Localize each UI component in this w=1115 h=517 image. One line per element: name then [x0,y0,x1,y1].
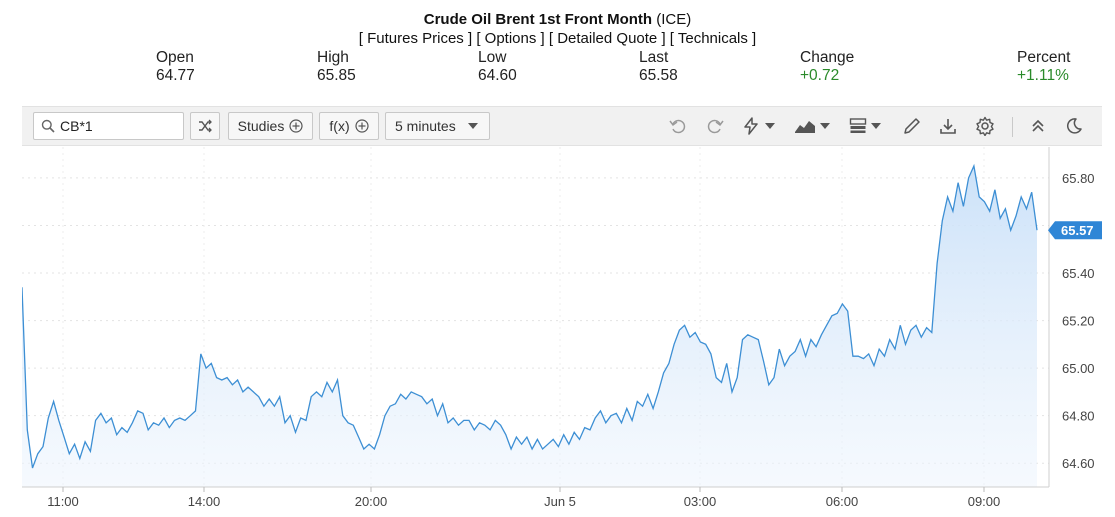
studies-button[interactable]: Studies [228,112,313,140]
x-tick-label: Jun 5 [544,494,576,509]
undo-icon [669,119,686,134]
x-tick-label: 06:00 [826,494,859,509]
stat-open-value: 64.77 [156,67,195,84]
draw-button[interactable] [902,115,922,137]
stat-last-label: Last [639,49,669,66]
redo-button[interactable] [705,115,725,137]
collapse-button[interactable] [1029,115,1047,137]
last-price-badge [1048,221,1102,240]
interval-select[interactable]: 5 minutes [385,112,490,140]
fx-button[interactable]: f(x) [319,112,379,140]
stat-high-label: High [317,49,349,66]
page-title-exchange: (ICE) [652,11,692,28]
stat-low-label: Low [478,49,507,66]
x-tick-label: 09:00 [968,494,1001,509]
stat-low-value: 64.60 [478,67,517,84]
link-technicals[interactable]: [ Technicals ] [669,30,757,47]
add-circle-icon [355,119,369,133]
quote-links: [ Futures Prices ] [ Options ] [ Detaile… [0,30,1115,47]
y-tick-label: 64.60 [1062,456,1095,471]
link-futures-prices[interactable]: [ Futures Prices ] [358,30,473,47]
settings-button[interactable] [975,115,995,137]
stat-last: Last 65.58 [639,49,678,85]
stat-open: Open 64.77 [156,49,195,85]
stat-change: Change +0.72 [800,49,854,85]
collapse-icon [1032,119,1044,132]
y-tick-label: 65.20 [1062,314,1095,329]
y-tick-label: 65.80 [1062,171,1095,186]
toolbar-divider [1012,117,1013,137]
link-detailed-quote[interactable]: [ Detailed Quote ] [548,30,666,47]
add-circle-icon [289,119,303,133]
chart-toolbar: Studies f(x) 5 minutes [22,106,1102,146]
flash-icon [744,117,758,135]
redo-icon [707,119,724,134]
page-title-bold: Crude Oil Brent 1st Front Month [423,11,653,28]
caret-down-icon [820,123,830,129]
interval-label: 5 minutes [395,118,456,134]
y-tick-label: 65.00 [1062,361,1095,376]
stat-percent: Percent +1.11% [1017,49,1070,85]
compare-button[interactable] [190,112,220,140]
y-tick-label: 64.80 [1062,409,1095,424]
theme-toggle[interactable] [1065,115,1083,137]
caret-down-icon [871,123,881,129]
pencil-icon [904,118,920,134]
chart-type-icon [795,121,815,133]
stat-percent-label: Percent [1017,49,1071,66]
dark-mode-icon [1066,118,1082,134]
caret-down-icon [467,123,478,129]
price-line [21,163,1038,469]
link-options[interactable]: [ Options ] [476,30,545,47]
gear-icon [976,116,994,136]
studies-label: Studies [237,118,285,134]
stat-low: Low 64.60 [478,49,517,85]
page-title: Crude Oil Brent 1st Front Month (ICE) [0,11,1115,28]
last-price-label: 65.57 [1061,223,1094,238]
layout-icon [849,118,867,133]
x-tick-label: 14:00 [188,494,221,509]
stat-change-value: +0.72 [800,67,840,84]
download-button[interactable] [938,115,958,137]
x-tick-label: 03:00 [684,494,717,509]
price-area-fill [22,166,1037,487]
stat-last-value: 65.58 [639,67,678,84]
search-icon [41,119,55,133]
stat-change-label: Change [800,49,855,66]
symbol-search [33,112,184,140]
undo-button[interactable] [668,115,688,137]
compare-icon [199,119,212,133]
x-tick-label: 20:00 [355,494,388,509]
symbol-input[interactable] [60,116,178,136]
stat-high-value: 65.85 [317,67,356,84]
download-icon [940,119,956,134]
stat-high: High 65.85 [317,49,356,85]
chart-type-menu[interactable] [794,115,830,137]
fx-label: f(x) [329,118,350,134]
caret-down-icon [765,123,775,129]
x-tick-label: 11:00 [47,494,79,509]
flash-menu[interactable] [741,115,775,137]
stat-open-label: Open [156,49,194,66]
layout-menu[interactable] [849,115,881,137]
y-tick-label: 65.40 [1062,266,1095,281]
stat-percent-value: +1.11% [1017,67,1069,84]
